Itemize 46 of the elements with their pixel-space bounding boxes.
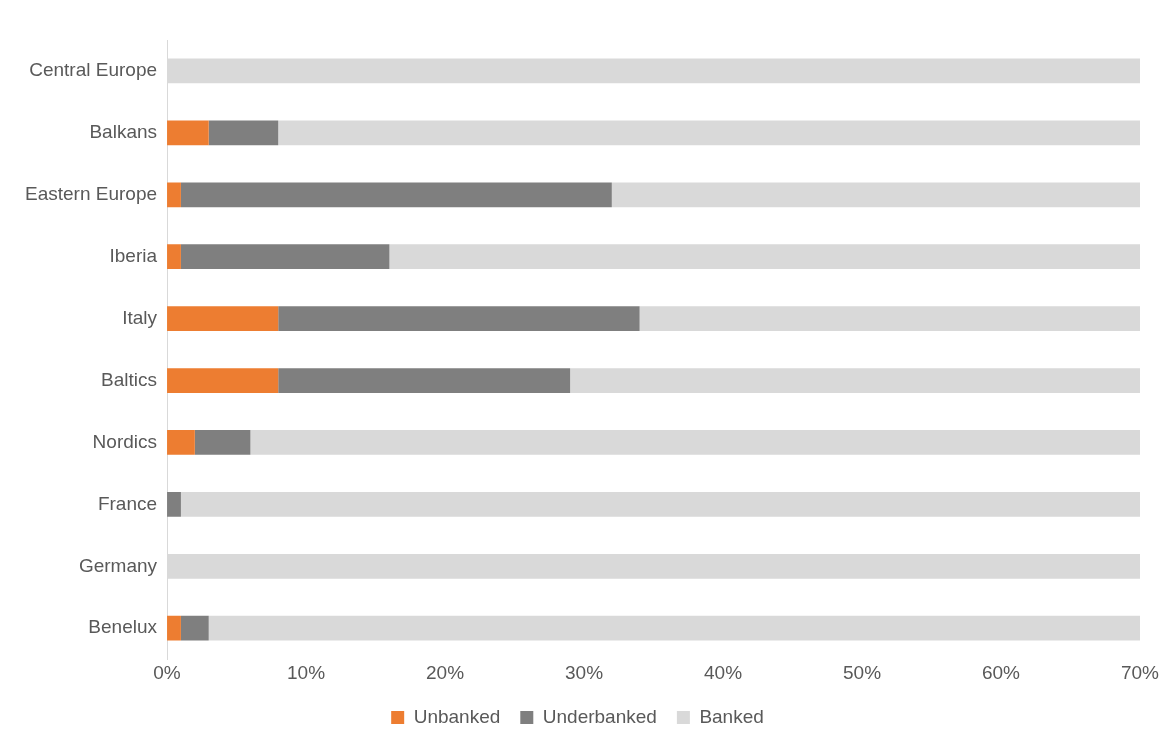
x-tick-label: 0% (153, 661, 181, 683)
x-tick-label: 20% (426, 661, 465, 683)
x-tick-label: 10% (287, 661, 326, 683)
bar (278, 120, 1140, 146)
y-tick-label: Eastern Europe (24, 183, 158, 205)
y-tick-label: Nordics (92, 430, 158, 452)
bar (611, 182, 1140, 208)
bar (389, 244, 1140, 270)
bar (639, 306, 1140, 332)
bar (194, 430, 251, 455)
legend-label: Underbanked (542, 705, 657, 727)
y-tick-label: France (97, 492, 158, 514)
bar (167, 120, 209, 146)
bar (167, 58, 1140, 84)
legend-label: Banked (699, 705, 764, 727)
bar (278, 306, 640, 332)
bar (180, 244, 390, 270)
x-tick-label: 40% (704, 661, 743, 683)
bar (180, 182, 612, 208)
bar (180, 615, 209, 641)
y-tick-label: Balkans (89, 121, 158, 143)
y-tick-label: Germany (78, 554, 158, 576)
x-tick-label: 30% (565, 661, 604, 683)
bar (167, 244, 181, 270)
y-tick-label: Iberia (109, 244, 158, 266)
x-tick-label: 60% (981, 661, 1021, 683)
bar (570, 368, 1140, 393)
bar (167, 368, 279, 393)
bar (278, 368, 571, 393)
bar (250, 430, 1140, 455)
bar (208, 120, 279, 146)
x-tick-label: 70% (1120, 661, 1160, 683)
bar (167, 553, 1140, 579)
bar (167, 492, 181, 517)
bar (180, 492, 1140, 517)
y-tick-label: Central Europe (29, 59, 158, 81)
y-tick-label: Baltics (101, 368, 158, 390)
y-tick-label: Benelux (88, 616, 158, 638)
bar (167, 182, 181, 208)
legend-label: Unbanked (413, 705, 501, 727)
x-tick-label: 50% (842, 661, 882, 683)
bar (167, 615, 181, 641)
bar (208, 615, 1140, 641)
bar (167, 430, 195, 455)
y-tick-label: Italy (122, 306, 158, 328)
bar (167, 306, 279, 332)
